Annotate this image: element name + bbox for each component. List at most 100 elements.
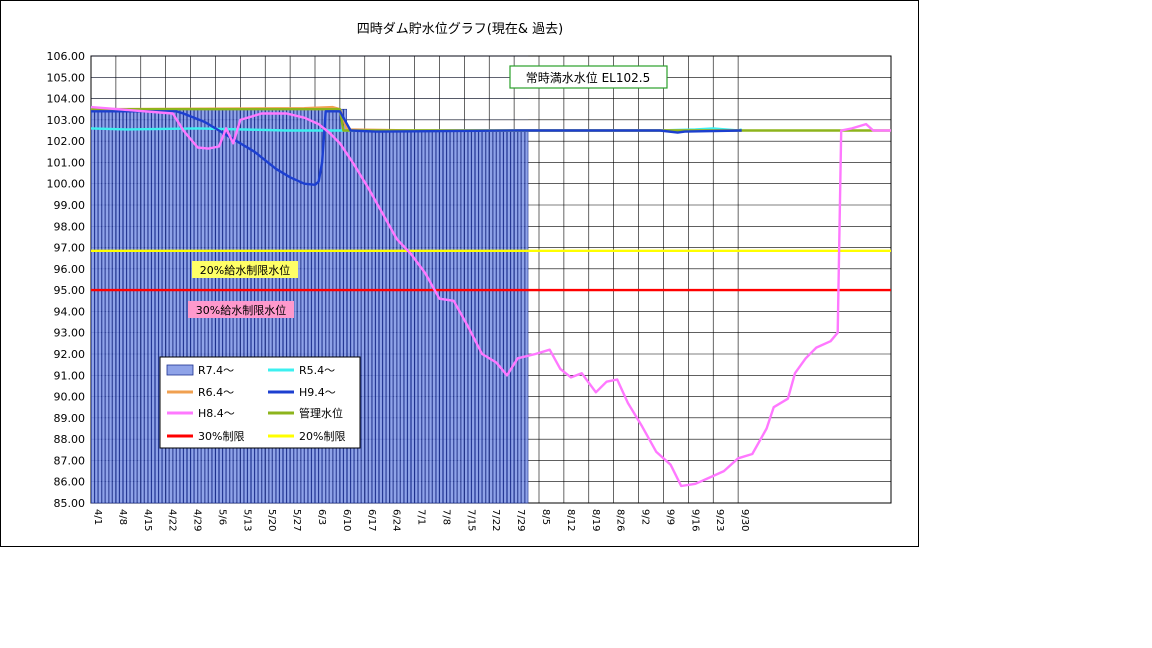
bar-r7 <box>432 130 436 504</box>
bar-r7 <box>439 130 444 504</box>
y-tick-label: 99.00 <box>54 199 86 212</box>
x-tick-label: 7/22 <box>490 509 501 531</box>
bar-r7 <box>123 108 127 504</box>
full-level-annotation: 常時満水水位 EL102.5 <box>526 70 650 85</box>
bar-r7 <box>375 130 380 504</box>
y-tick-label: 87.00 <box>54 454 86 467</box>
y-tick-label: 93.00 <box>54 327 86 340</box>
bar-r7 <box>471 130 476 504</box>
bar-r7 <box>506 130 511 504</box>
x-tick-label: 8/12 <box>565 509 576 531</box>
bar-r7 <box>514 130 518 504</box>
y-tick-label: 103.00 <box>47 114 86 127</box>
bar-r7 <box>521 130 525 504</box>
y-tick-label: 92.00 <box>54 348 86 361</box>
x-tick-label: 6/10 <box>341 509 352 531</box>
y-tick-label: 98.00 <box>54 220 86 233</box>
bar-r7 <box>91 108 95 504</box>
bar-r7 <box>446 130 451 504</box>
bar-r7 <box>382 130 387 504</box>
bar-r7 <box>115 108 120 504</box>
x-tick-label: 5/27 <box>291 509 302 531</box>
x-tick-label: 7/15 <box>465 509 476 531</box>
bar-r7 <box>499 130 504 504</box>
series-line <box>91 110 742 187</box>
bar-r7 <box>147 108 152 504</box>
legend-label: R7.4～ <box>198 364 234 377</box>
y-tick-label: 95.00 <box>54 284 86 297</box>
bar-r7 <box>425 130 429 504</box>
bar-r7 <box>403 130 408 504</box>
legend-swatch <box>166 364 194 376</box>
bar-r7 <box>474 130 479 504</box>
full-level-box <box>509 65 668 89</box>
x-tick-label: 7/29 <box>515 509 526 531</box>
x-tick-label: 4/1 <box>92 509 103 525</box>
bar-r7 <box>378 130 383 504</box>
y-tick-label: 89.00 <box>54 412 86 425</box>
bar-r7 <box>478 130 483 504</box>
y-tick-label: 105.00 <box>47 71 86 84</box>
x-tick-label: 9/2 <box>640 509 651 525</box>
bar-r7 <box>130 108 134 504</box>
bar-r7 <box>489 130 493 504</box>
x-tick-label: 4/15 <box>142 509 153 531</box>
y-tick-label: 104.00 <box>47 93 86 106</box>
y-tick-label: 94.00 <box>54 305 86 318</box>
bar-r7 <box>108 108 113 504</box>
bar-r7 <box>421 130 426 504</box>
y-tick-label: 97.00 <box>54 242 86 255</box>
legend-label: H9.4～ <box>299 386 336 399</box>
x-tick-label: 4/8 <box>117 509 128 525</box>
bar-r7 <box>140 108 145 504</box>
bar-r7 <box>428 130 433 504</box>
x-tick-label: 6/17 <box>366 509 377 531</box>
x-tick-label: 6/24 <box>391 509 402 531</box>
bar-r7 <box>133 108 138 504</box>
bar-r7 <box>510 130 515 504</box>
bar-r7 <box>393 130 397 504</box>
chart-title: 四時ダム貯水位グラフ(現在& 過去) <box>357 22 563 37</box>
bar-r7 <box>371 130 376 504</box>
x-tick-label: 5/6 <box>216 509 227 525</box>
legend-label: H8.4～ <box>198 407 235 420</box>
bar-r7 <box>464 130 468 504</box>
y-tick-label: 100.00 <box>47 178 86 191</box>
x-tick-label: 7/1 <box>416 509 427 525</box>
bar-r7 <box>361 130 365 504</box>
bar-r7 <box>503 130 508 504</box>
legend-label: R5.4～ <box>299 364 335 377</box>
limit20-annotation: 20%給水制限水位 <box>200 263 290 277</box>
bar-r7 <box>94 108 99 504</box>
y-tick-label: 101.00 <box>47 156 86 169</box>
bar-r7 <box>517 130 522 504</box>
series-line <box>90 105 891 488</box>
x-tick-label: 8/5 <box>540 509 551 525</box>
legend-label: R6.4～ <box>198 386 234 399</box>
y-tick-label: 106.00 <box>47 50 86 63</box>
y-tick-label: 85.00 <box>54 497 86 510</box>
bar-r7 <box>492 130 497 504</box>
y-tick-label: 86.00 <box>54 476 86 489</box>
bar-r7 <box>155 108 159 504</box>
bar-r7 <box>524 130 529 504</box>
y-tick-label: 102.00 <box>47 135 86 148</box>
y-tick-label: 90.00 <box>54 391 86 404</box>
x-tick-label: 4/29 <box>192 509 203 531</box>
y-tick-label: 96.00 <box>54 263 86 276</box>
y-tick-label: 88.00 <box>54 433 86 446</box>
x-tick-label: 6/3 <box>316 509 327 525</box>
x-tick-label: 5/20 <box>266 509 277 531</box>
bar-r7 <box>105 108 109 504</box>
limit30-label-bg <box>188 301 294 318</box>
bar-r7 <box>435 130 440 504</box>
x-tick-label: 7/8 <box>440 509 451 525</box>
x-tick-label: 8/19 <box>590 509 601 531</box>
bar-r7 <box>418 130 422 504</box>
legend-label: 30%制限 <box>198 430 244 443</box>
x-tick-label: 9/16 <box>689 509 700 531</box>
bar-r7 <box>414 130 419 504</box>
x-tick-label: 5/13 <box>241 509 252 531</box>
bar-r7 <box>126 108 131 504</box>
